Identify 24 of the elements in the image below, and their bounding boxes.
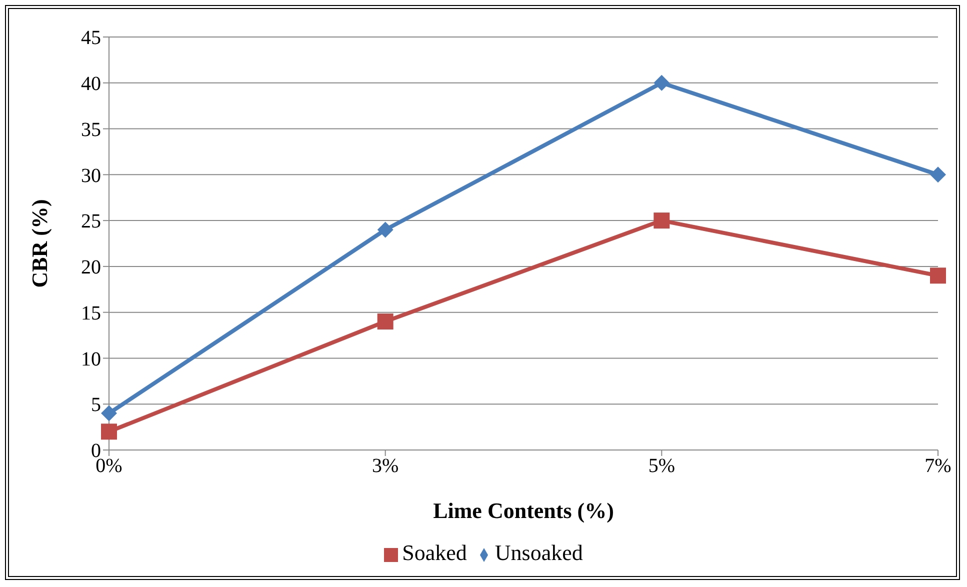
x-tick-label: 5% <box>648 455 676 478</box>
point <box>654 212 670 229</box>
point <box>377 222 394 238</box>
y-axis-title: CBR (%) <box>26 199 52 288</box>
y-tick-label: 45 <box>81 27 101 50</box>
y-tick-label: 35 <box>81 118 101 141</box>
legend-label: Soaked <box>402 540 467 565</box>
y-tick-label: 15 <box>81 302 101 324</box>
point <box>101 424 117 440</box>
y-tick-label: 25 <box>81 210 101 233</box>
point <box>930 166 946 183</box>
point <box>930 268 946 284</box>
point <box>654 74 670 91</box>
y-tick-label: 40 <box>81 72 101 95</box>
legend-label: Unsoaked <box>494 540 583 565</box>
y-tick-label: 10 <box>81 348 101 370</box>
x-tick-label: 3% <box>372 455 399 478</box>
point <box>377 314 394 330</box>
x-axis-title: Lime Contents (%) <box>433 498 614 523</box>
y-tick-label: 30 <box>81 164 101 187</box>
y-tick-label: 5 <box>91 394 101 416</box>
x-tick-label: 7% <box>924 455 952 478</box>
point <box>101 405 117 422</box>
y-tick-label: 20 <box>81 256 101 279</box>
